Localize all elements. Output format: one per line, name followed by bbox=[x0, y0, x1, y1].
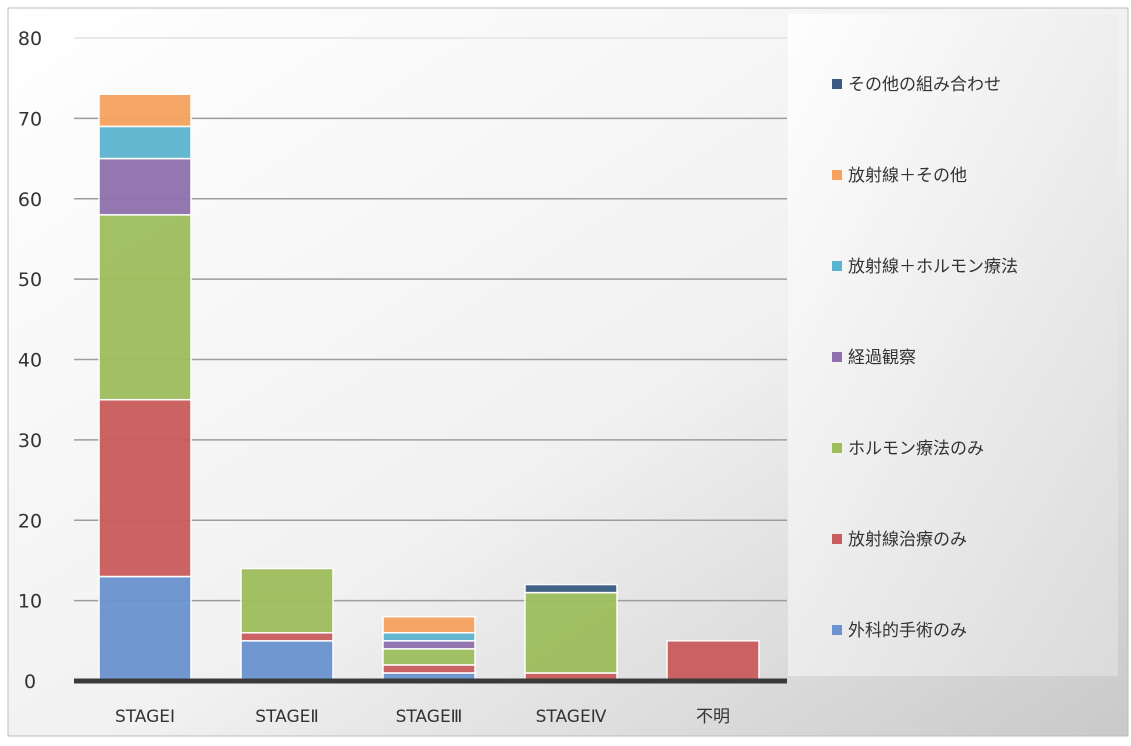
legend-background bbox=[788, 14, 1118, 676]
legend-label: 外科的手術のみ bbox=[848, 621, 967, 641]
legend-swatch bbox=[832, 170, 842, 180]
x-tick-label: STAGEⅡ bbox=[255, 707, 318, 727]
bars bbox=[98, 93, 760, 682]
legend-label: 放射線＋その他 bbox=[848, 166, 967, 186]
bar-segment bbox=[524, 591, 618, 674]
legend-label: 放射線＋ホルモン療法 bbox=[848, 257, 1018, 277]
legend: その他の組み合わせ放射線＋その他放射線＋ホルモン療法経過観察ホルモン療法のみ放射… bbox=[832, 75, 1018, 641]
legend-label: ホルモン療法のみ bbox=[848, 439, 984, 459]
x-tick-label: 不明 bbox=[696, 707, 730, 727]
bar-segment bbox=[98, 214, 192, 401]
bar-segment bbox=[382, 632, 476, 642]
x-tick-label: STAGEⅠ bbox=[115, 707, 175, 727]
bar-segment bbox=[98, 157, 192, 216]
bar-segment bbox=[382, 615, 476, 634]
legend-label: 放射線治療のみ bbox=[848, 530, 967, 550]
legend-swatch bbox=[832, 443, 842, 453]
bar-segment bbox=[240, 567, 334, 634]
bar-segment bbox=[240, 632, 334, 642]
bar-segment bbox=[666, 640, 760, 682]
legend-label: その他の組み合わせ bbox=[848, 75, 1001, 95]
gridlines bbox=[74, 37, 787, 602]
legend-swatch bbox=[832, 352, 842, 362]
y-tick-label: 0 bbox=[24, 671, 36, 693]
y-tick-label: 30 bbox=[18, 430, 42, 452]
y-tick-label: 70 bbox=[18, 108, 42, 130]
y-tick-label: 80 bbox=[18, 28, 42, 50]
legend-label: 経過観察 bbox=[848, 348, 916, 368]
y-tick-label: 50 bbox=[18, 269, 42, 291]
legend-swatch bbox=[832, 79, 842, 89]
bar-segment bbox=[524, 583, 618, 594]
legend-swatch bbox=[832, 534, 842, 544]
legend-swatch bbox=[832, 625, 842, 635]
y-axis-ticks: 0 10 20 30 40 50 60 70 80 bbox=[18, 28, 42, 693]
bar-segment bbox=[240, 640, 334, 682]
bar-segment bbox=[382, 664, 476, 674]
y-tick-label: 60 bbox=[18, 189, 42, 211]
x-axis-ticks: STAGEⅠ STAGEⅡ STAGEⅢ STAGEⅣ 不明 bbox=[115, 707, 730, 727]
bar-segment bbox=[382, 640, 476, 650]
y-tick-label: 10 bbox=[18, 591, 42, 613]
bar-segment bbox=[382, 648, 476, 666]
bar-segment bbox=[98, 398, 192, 578]
legend-swatch bbox=[832, 261, 842, 271]
x-tick-label: STAGEⅢ bbox=[396, 707, 463, 727]
bar-segment bbox=[98, 575, 192, 682]
x-tick-label: STAGEⅣ bbox=[536, 707, 607, 727]
bar-segment bbox=[98, 93, 192, 128]
y-tick-label: 20 bbox=[18, 510, 42, 532]
y-tick-label: 40 bbox=[18, 350, 42, 372]
bar-segment bbox=[98, 125, 192, 160]
